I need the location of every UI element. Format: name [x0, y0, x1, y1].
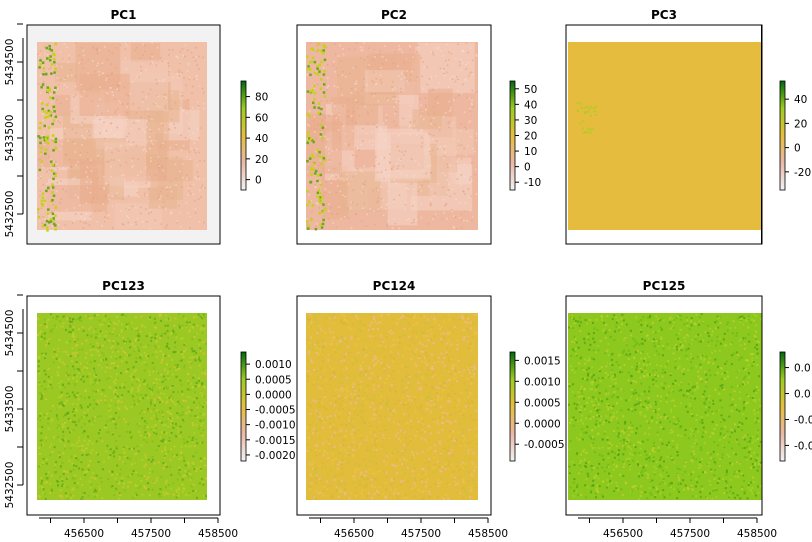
legend-tick-label: 0.0010 [524, 376, 561, 388]
legend-tick-label: -0.0005 [524, 439, 565, 451]
panel-pc2: PC2 50 40 30 20 10 0 -10 [296, 8, 541, 245]
panel-title: PC123 [102, 279, 145, 293]
legend-colorbar: 80 60 40 20 0 [240, 80, 268, 191]
legend-tick-label: -0.0010 [255, 420, 296, 432]
plot-frame [296, 295, 492, 516]
x-tick-label: 456500 [334, 528, 374, 540]
plot-frame [565, 295, 763, 516]
panel-title: PC1 [111, 8, 137, 22]
x-tick-label: 458500 [737, 528, 777, 540]
legend-tick-label: 20 [524, 131, 537, 143]
x-tick-label: 456500 [603, 528, 643, 540]
legend-tick-label: 0.0 [794, 363, 811, 375]
raster-texture [306, 42, 478, 231]
panel-title: PC3 [651, 8, 677, 22]
raster-texture [306, 313, 478, 500]
legend-colorbar: 0.0010 0.0005 0.0000 -0.0005 -0.0010 -0.0015 -… [240, 351, 296, 462]
legend-tick-label: 60 [255, 112, 268, 124]
raster-image [568, 42, 762, 230]
panel-pc123: PC123 0.0010 0.0005 0.0000 -0.0005 -0.0010 -0.… [4, 279, 296, 540]
x-tick-label: 457500 [401, 528, 441, 540]
colorbar [240, 80, 247, 191]
x-axis: 456500 457500 458500 [309, 517, 508, 540]
panel-pc3: PC3 40 20 0 -20 [565, 8, 811, 245]
raster-image [568, 313, 762, 500]
panel-title: PC2 [381, 8, 407, 22]
x-tick-label: 458500 [198, 528, 238, 540]
colorbar [509, 351, 516, 462]
legend-colorbar: 0.0 0.0 -0.0 -0.0 [779, 351, 812, 462]
legend-tick-label: 20 [255, 154, 268, 166]
legend-tick-label: 40 [524, 99, 537, 111]
panel-title: PC124 [373, 279, 416, 293]
legend-tick-label: 10 [524, 146, 537, 158]
raster-texture [568, 313, 762, 500]
legend-colorbar: 50 40 30 20 10 0 -10 [509, 80, 541, 191]
legend-tick-label: 0.0005 [255, 374, 292, 386]
y-tick-label: 5434500 [4, 39, 16, 86]
legend-tick-label: 0.0005 [524, 397, 561, 409]
raster-texture [37, 313, 207, 500]
y-tick-label: 5432500 [4, 191, 16, 238]
colorbar [779, 80, 786, 191]
raster-image [37, 313, 207, 500]
plot-frame [26, 24, 221, 245]
x-tick-label: 457500 [131, 528, 171, 540]
legend-tick-label: -0.0020 [255, 450, 296, 462]
plot-frame [565, 24, 763, 245]
legend-tick-label: 0.0010 [255, 359, 292, 371]
raster-texture [37, 42, 206, 232]
y-tick-label: 5434500 [4, 310, 16, 357]
x-tick-label: 458500 [468, 528, 508, 540]
legend-tick-label: 0 [794, 143, 801, 155]
y-tick-label: 5433500 [4, 115, 16, 162]
legend-colorbar: 0.0015 0.0010 0.0005 0.0000 -0.0005 [509, 351, 565, 462]
legend-tick-label: 80 [255, 92, 268, 104]
y-axis: 5432500 5433500 5434500 [4, 294, 24, 509]
legend-tick-label: 0.0 [794, 389, 811, 401]
legend-tick-label: 50 [524, 84, 537, 96]
legend-tick-label: 20 [794, 118, 807, 130]
legend-tick-label: -0.0005 [255, 405, 296, 417]
legend-tick-label: 30 [524, 115, 537, 127]
raster-texture [576, 102, 598, 134]
x-tick-label: 456500 [64, 528, 104, 540]
legend-tick-label: -20 [794, 167, 811, 179]
legend-tick-label: 0.0000 [255, 389, 292, 401]
panel-pc1: PC1 80 60 40 20 0 5432500 5433500 5434500 [4, 8, 268, 245]
colorbar [779, 351, 786, 462]
plot-frame [26, 295, 221, 516]
legend-tick-label: 40 [794, 94, 807, 106]
y-axis: 5432500 5433500 5434500 [4, 23, 24, 238]
y-tick-label: 5433500 [4, 386, 16, 433]
panel-pc125: PC125 0.0 0.0 -0.0 -0.0 456500 457500 458500 [565, 279, 812, 540]
legend-tick-label: -0.0 [794, 440, 812, 452]
legend-tick-label: -0.0015 [255, 435, 296, 447]
x-tick-label: 457500 [670, 528, 710, 540]
legend-tick-label: 0.0015 [524, 355, 561, 367]
legend-tick-label: 40 [255, 133, 268, 145]
y-tick-label: 5432500 [4, 462, 16, 509]
x-axis: 456500 457500 458500 [39, 517, 238, 540]
colorbar [240, 351, 247, 462]
x-axis: 456500 457500 458500 [578, 517, 777, 540]
colorbar [509, 80, 516, 191]
legend-colorbar: 40 20 0 -20 [779, 80, 811, 191]
legend-tick-label: 0.0000 [524, 418, 561, 430]
plot-frame [296, 24, 492, 245]
legend-tick-label: -10 [524, 177, 541, 189]
panel-pc124: PC124 0.0015 0.0010 0.0005 0.0000 -0.0005 4565… [296, 279, 565, 540]
legend-tick-label: 0 [524, 162, 531, 174]
legend-tick-label: 0 [255, 175, 262, 187]
panel-title: PC125 [643, 279, 686, 293]
legend-tick-label: -0.0 [794, 414, 812, 426]
